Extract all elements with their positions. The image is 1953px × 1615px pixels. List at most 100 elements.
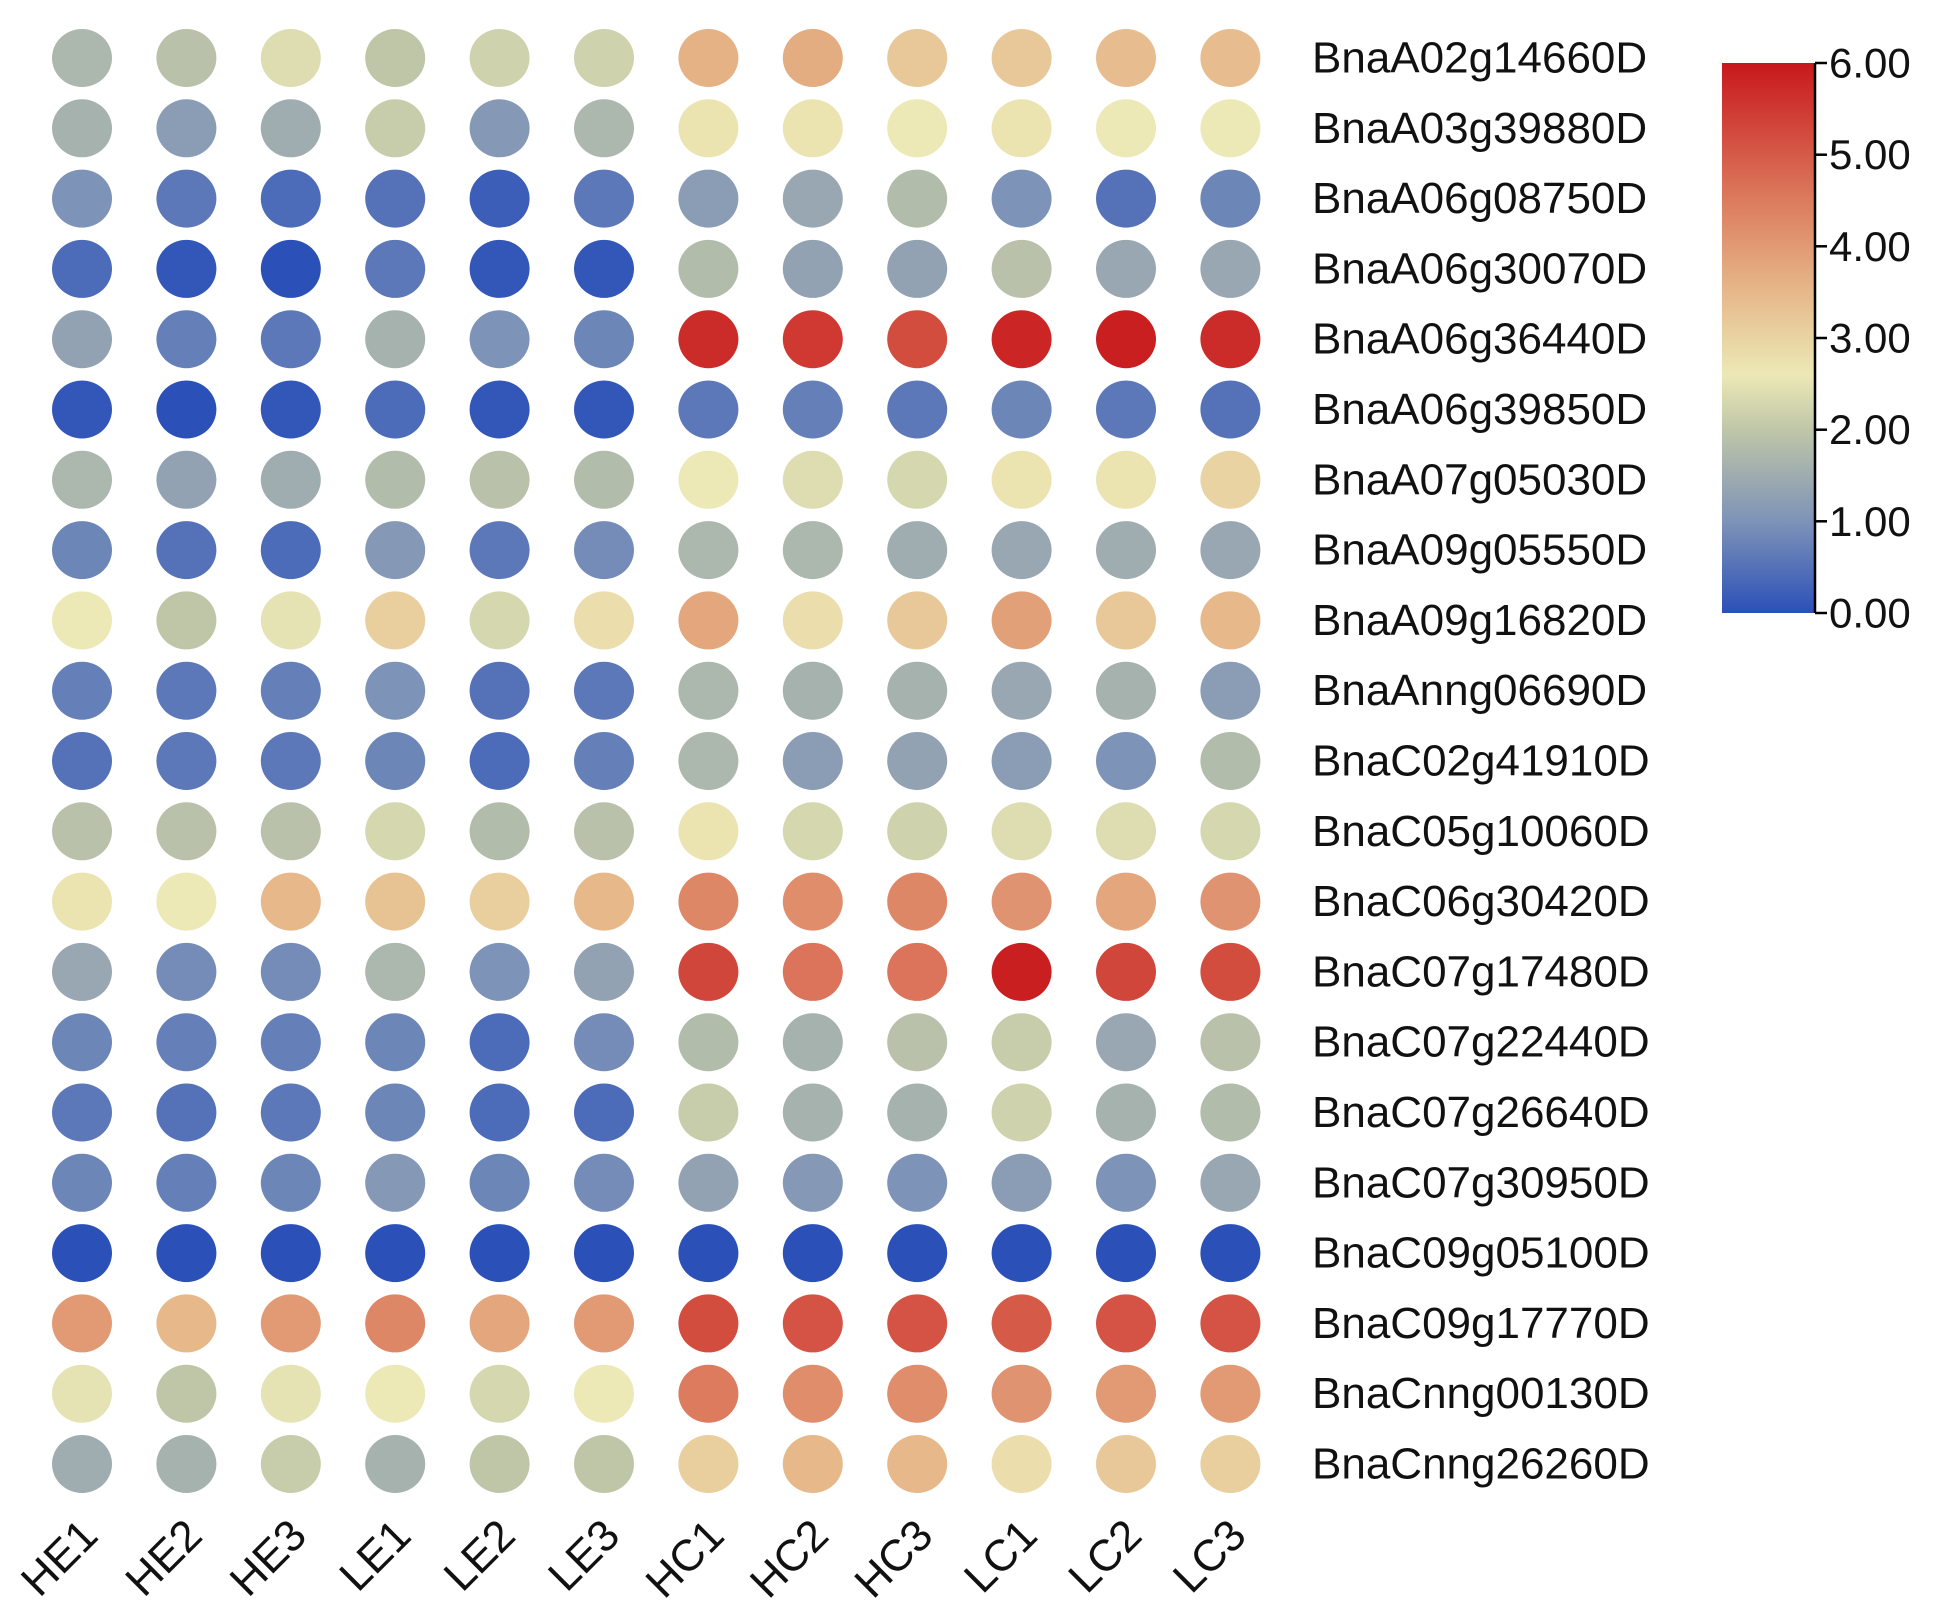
heatmap-dot — [574, 380, 634, 439]
colorbar-ticks: 6.00 5.00 4.00 3.00 2.00 1.00 0.00 — [1815, 40, 1911, 637]
heatmap-dot — [260, 1083, 321, 1142]
heatmap-dot — [887, 1083, 948, 1142]
heatmap-dot — [678, 591, 739, 650]
heatmap-dot — [469, 872, 530, 931]
heatmap-dot — [365, 1224, 426, 1283]
heatmap-dot — [52, 872, 112, 931]
row-label: BnaCnng00130D — [1312, 1369, 1650, 1418]
heatmap-dot — [156, 942, 217, 1001]
heatmap-dot — [991, 661, 1052, 720]
heatmap-dot — [678, 1153, 739, 1212]
heatmap-dot — [991, 239, 1052, 298]
heatmap-dot — [156, 1013, 217, 1072]
heatmap-dot — [365, 99, 426, 158]
heatmap-dot — [156, 802, 217, 861]
heatmap-dot — [887, 1294, 948, 1353]
row-label: BnaC05g10060D — [1312, 807, 1650, 856]
heatmap-dot — [260, 521, 321, 580]
heatmap-dot — [782, 521, 843, 580]
heatmap-dot — [1096, 1224, 1156, 1283]
heatmap-dot — [1096, 872, 1156, 931]
heatmap-dot — [1096, 99, 1156, 158]
heatmap-dot — [52, 1364, 112, 1423]
heatmap-dot — [1200, 169, 1261, 228]
heatmap-dot — [365, 239, 426, 298]
row-label: BnaC09g17770D — [1312, 1299, 1650, 1348]
row-label: BnaA09g05550D — [1312, 526, 1647, 575]
column-label: HE2 — [116, 1510, 211, 1605]
column-label: LE2 — [435, 1510, 525, 1600]
heatmap-dot — [365, 591, 426, 650]
heatmap-dot — [678, 1224, 739, 1283]
row-label: BnaA06g36440D — [1312, 315, 1647, 364]
color-scale-legend: 6.00 5.00 4.00 3.00 2.00 1.00 0.00 — [1722, 40, 1911, 637]
heatmap-dot — [678, 942, 739, 1001]
heatmap-dot — [887, 1224, 948, 1283]
heatmap-dot — [782, 1153, 843, 1212]
column-label: LE3 — [539, 1510, 629, 1600]
heatmap-dot — [991, 1083, 1052, 1142]
heatmap-dot — [887, 450, 948, 509]
heatmap-dot — [260, 1153, 321, 1212]
heatmap-dot — [678, 1013, 739, 1072]
heatmap-dot — [782, 29, 843, 87]
heatmap-dot — [260, 1224, 321, 1283]
heatmap-dot — [156, 1083, 217, 1142]
heatmap-dot — [1096, 450, 1156, 509]
heatmap-dot — [365, 1435, 426, 1493]
heatmap-dot — [887, 1435, 948, 1493]
heatmap-dot — [1200, 591, 1261, 650]
row-label: BnaC07g22440D — [1312, 1018, 1650, 1067]
heatmap-dot — [156, 450, 217, 509]
heatmap-dot — [260, 942, 321, 1001]
heatmap-dot — [782, 450, 843, 509]
column-label: HE1 — [12, 1510, 107, 1605]
heatmap-dot — [1200, 380, 1261, 439]
heatmap-dot — [1200, 239, 1261, 298]
heatmap-dot — [678, 1083, 739, 1142]
heatmap-dot — [156, 29, 217, 87]
heatmap-dot — [52, 591, 112, 650]
heatmap-dot — [1200, 1013, 1261, 1072]
heatmap-dot — [1096, 661, 1156, 720]
heatmap-dot — [260, 802, 321, 861]
heatmap-dot — [260, 591, 321, 650]
heatmap-dot — [156, 169, 217, 228]
heatmap-dot — [1096, 1083, 1156, 1142]
heatmap-dot — [991, 1153, 1052, 1212]
heatmap-dot — [887, 310, 948, 369]
heatmap-dot — [156, 521, 217, 580]
heatmap-dot — [156, 732, 217, 790]
heatmap-dot — [156, 380, 217, 439]
heatmap-dot — [887, 239, 948, 298]
row-label: BnaC02g41910D — [1312, 737, 1650, 786]
heatmap-dot — [1096, 732, 1156, 790]
heatmap-dot — [365, 942, 426, 1001]
heatmap-dot — [365, 661, 426, 720]
row-label: BnaC09g05100D — [1312, 1229, 1650, 1278]
heatmap-dot — [1096, 169, 1156, 228]
heatmap-dot — [156, 1224, 217, 1283]
heatmap-dot — [574, 732, 634, 790]
row-label: BnaA03g39880D — [1312, 104, 1647, 153]
heatmap-dot — [469, 169, 530, 228]
heatmap-dot — [1200, 310, 1261, 369]
heatmap-dot — [365, 732, 426, 790]
heatmap-dot — [469, 661, 530, 720]
heatmap-dot — [782, 942, 843, 1001]
heatmap-dot — [887, 872, 948, 931]
heatmap-dot — [782, 872, 843, 931]
heatmap-dot — [1096, 1294, 1156, 1353]
column-label: HC2 — [741, 1510, 838, 1607]
heatmap-dot — [469, 591, 530, 650]
heatmap-dot — [887, 732, 948, 790]
heatmap-dot — [782, 661, 843, 720]
heatmap-dot — [678, 732, 739, 790]
heatmap-dot — [1200, 1435, 1261, 1493]
heatmap-dot — [52, 1153, 112, 1212]
heatmap-dot — [574, 169, 634, 228]
heatmap-dot — [52, 169, 112, 228]
heatmap-dot — [782, 169, 843, 228]
heatmap-dot — [782, 99, 843, 158]
colorbar-tick-label: 6.00 — [1829, 40, 1911, 87]
